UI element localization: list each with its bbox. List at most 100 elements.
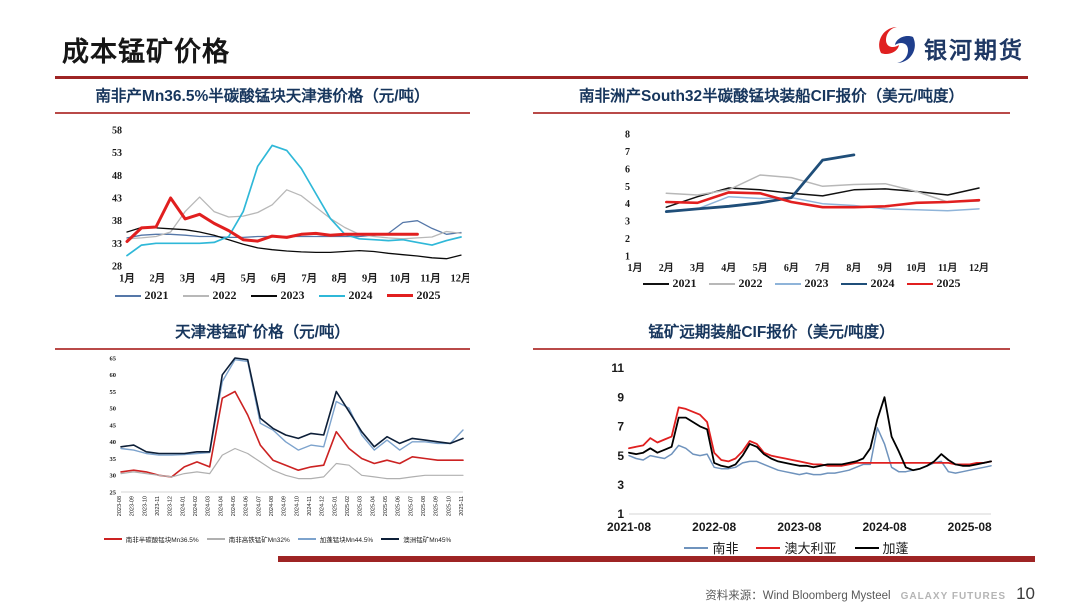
logo: 银河期货: [878, 26, 1024, 69]
svg-text:1: 1: [625, 252, 630, 263]
svg-text:2021-08: 2021-08: [607, 520, 651, 534]
svg-text:2025-08: 2025-08: [421, 496, 427, 516]
svg-text:2024-09: 2024-09: [282, 496, 288, 516]
legend-line-swatch: [114, 294, 141, 297]
legend-years: 2021 2022 2023 2024 2025: [593, 276, 1010, 291]
svg-text:2025-03: 2025-03: [358, 496, 364, 516]
svg-text:11月: 11月: [420, 273, 440, 285]
svg-text:25: 25: [110, 489, 117, 496]
legend-line-swatch: [840, 282, 867, 285]
legend-item: 2024: [318, 288, 373, 303]
legend-item: 加蓬锰块Mn44.5%: [297, 534, 373, 544]
svg-text:3月: 3月: [180, 273, 196, 285]
svg-text:2025-09: 2025-09: [434, 496, 440, 516]
line-chart-south32-cif: 1 2 3 4 5 6 7 8 1月 2月 3月 4月 5月 6月 7月 8月 9月 10月 11月 12月: [625, 130, 989, 275]
svg-text:6: 6: [625, 164, 630, 175]
svg-text:48: 48: [112, 171, 122, 182]
logo-text: 银河期货: [924, 36, 1024, 63]
svg-text:43: 43: [112, 194, 122, 205]
svg-text:2024-08: 2024-08: [269, 496, 275, 516]
svg-text:2025-10: 2025-10: [446, 496, 452, 516]
svg-text:3: 3: [625, 217, 630, 228]
legend-years: 2021 2022 2023 2024 2025: [85, 288, 470, 303]
svg-text:2025-01: 2025-01: [332, 496, 338, 516]
svg-text:1: 1: [617, 507, 624, 521]
legend-line-swatch: [684, 546, 709, 549]
svg-text:12月: 12月: [451, 273, 470, 285]
svg-text:9月: 9月: [878, 262, 893, 274]
legend-item: 2025: [386, 288, 441, 303]
legend-item: 2022: [182, 288, 237, 303]
svg-text:2024-11: 2024-11: [307, 496, 313, 516]
legend-line-swatch: [386, 294, 413, 297]
legend-label: 2023: [804, 276, 829, 290]
svg-text:30: 30: [110, 473, 117, 480]
svg-text:2: 2: [625, 234, 630, 245]
footer-divider: [278, 556, 1035, 562]
page-number: 10: [1016, 584, 1035, 603]
svg-text:2024-03: 2024-03: [206, 496, 212, 516]
svg-text:11月: 11月: [938, 262, 957, 274]
legend-line-swatch: [642, 282, 669, 285]
legend-item: 2021: [642, 276, 697, 291]
header-divider: [55, 76, 1028, 79]
svg-text:53: 53: [112, 148, 122, 159]
svg-text:6月: 6月: [784, 262, 799, 274]
legend-line-swatch: [206, 538, 225, 540]
svg-text:2024-04: 2024-04: [218, 496, 224, 516]
svg-text:60: 60: [110, 372, 117, 379]
legend-item: 南非高铁锰矿Mn32%: [206, 534, 290, 544]
chart-title: 南非洲产South32半碳酸锰块装船CIF报价（美元/吨度）: [579, 88, 964, 105]
svg-text:55: 55: [110, 389, 117, 396]
svg-text:8月: 8月: [846, 262, 861, 274]
svg-text:2月: 2月: [150, 273, 166, 285]
legend-label: 南非半碳酸锰块Mn36.5%: [125, 537, 199, 544]
svg-text:2025-07: 2025-07: [408, 496, 414, 516]
legend-line-swatch: [381, 538, 400, 540]
svg-text:33: 33: [112, 239, 122, 250]
svg-text:2024-06: 2024-06: [244, 496, 250, 516]
svg-text:28: 28: [112, 262, 122, 273]
svg-text:58: 58: [112, 126, 122, 137]
chart-title: 南非产Mn36.5%半碳酸锰块天津港价格（元/吨）: [95, 88, 430, 105]
svg-text:2023-08: 2023-08: [117, 496, 123, 516]
legend-line-swatch: [182, 294, 209, 297]
legend-label: 2024: [348, 288, 373, 302]
svg-text:35: 35: [110, 456, 117, 463]
legend-label: 南非: [712, 541, 739, 556]
legend-label: 南非高铁锰矿Mn32%: [228, 537, 290, 544]
brand-watermark: GALAXY FUTURES: [900, 591, 1007, 602]
svg-text:40: 40: [110, 439, 117, 446]
svg-text:1月: 1月: [628, 262, 643, 274]
legend-item: 加蓬: [854, 538, 909, 557]
chart-panel-forward-cif: 锰矿远期装船CIF报价（美元/吨度） 1 3 5 7 9 11 2021-08 2022-08…: [533, 322, 1010, 557]
legend-line-swatch: [756, 546, 781, 549]
svg-text:11: 11: [611, 361, 624, 375]
svg-text:7: 7: [625, 147, 630, 158]
line-chart-forward-cif: 1 3 5 7 9 11 2021-08 2022-08 2023-08 2024-08 2025-…: [607, 361, 992, 534]
svg-text:10月: 10月: [390, 273, 411, 285]
svg-text:2025-04: 2025-04: [370, 496, 376, 516]
legend-item: 澳洲锰矿Mn45%: [381, 534, 451, 544]
chart-title: 天津港锰矿价格（元/吨）: [175, 324, 350, 341]
svg-text:6月: 6月: [271, 273, 287, 285]
svg-text:2024-01: 2024-01: [180, 496, 186, 516]
legend-item: 南非: [684, 538, 738, 557]
legend-item: 南非半碳酸锰块Mn36.5%: [103, 534, 199, 544]
legend-item: 2024: [840, 276, 895, 291]
svg-text:2023-08: 2023-08: [777, 520, 821, 534]
svg-text:2023-09: 2023-09: [130, 496, 136, 516]
svg-text:8: 8: [625, 130, 630, 141]
svg-text:38: 38: [112, 216, 122, 227]
svg-text:5: 5: [625, 182, 630, 193]
legend-line-swatch: [297, 538, 316, 540]
svg-text:2024-10: 2024-10: [294, 496, 300, 516]
legend-label: 2025: [936, 276, 961, 290]
svg-text:7: 7: [617, 420, 624, 434]
svg-text:5月: 5月: [241, 273, 257, 285]
legend-label: 2021: [144, 288, 169, 302]
chart-panel-tianjin-mn365: 南非产Mn36.5%半碳酸锰块天津港价格（元/吨） 28 33 38 43 48 53 58…: [55, 86, 470, 303]
chart-title-underline: [533, 348, 1010, 350]
legend-item: 澳大利亚: [756, 538, 837, 557]
